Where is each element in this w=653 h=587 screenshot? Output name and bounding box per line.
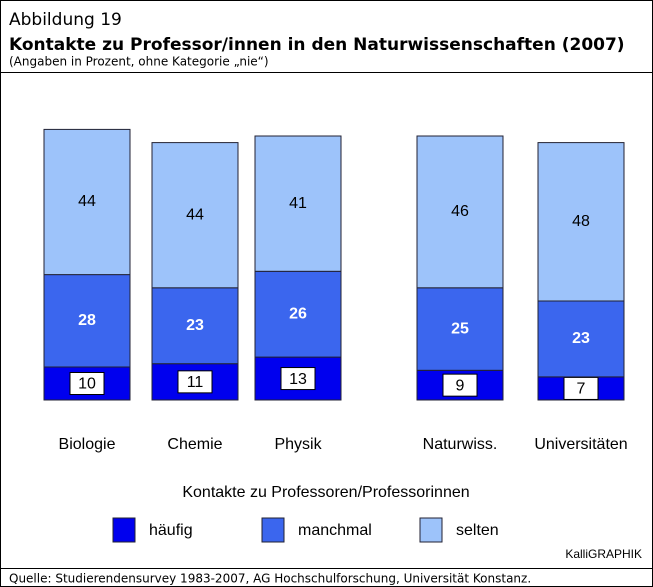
source: Quelle: Studierendensurvey 1983-2007, AG…	[9, 572, 531, 586]
value-label-box	[177, 370, 213, 394]
value-label: 23	[186, 317, 204, 334]
figure-label: Abbildung 19	[9, 10, 122, 30]
bar-segment	[254, 135, 342, 272]
legend-swatch	[419, 517, 443, 543]
x-tick-label: Biologie	[59, 436, 116, 453]
value-label-box	[442, 373, 478, 397]
legend-swatch	[261, 517, 285, 543]
value-label: 44	[186, 206, 204, 223]
legend-swatch	[112, 517, 136, 543]
x-tick-label: Physik	[274, 436, 322, 453]
value-label: 41	[289, 195, 307, 212]
x-tick-label: Chemie	[167, 436, 222, 453]
chart-title: Kontakte zu Professor/innen in den Natur…	[9, 35, 625, 55]
value-label: 10	[78, 376, 96, 393]
value-label: 7	[577, 381, 586, 398]
bar-segment	[43, 128, 131, 276]
bar-segment	[537, 300, 625, 378]
value-label: 13	[289, 371, 307, 388]
bar-segment	[254, 270, 342, 358]
value-label: 23	[572, 330, 590, 347]
legend-label: häufig	[149, 522, 193, 539]
bar-segment	[537, 142, 625, 302]
value-label-box	[280, 367, 316, 391]
value-label: 11	[187, 374, 204, 391]
value-label: 26	[289, 305, 307, 322]
legend-title: Kontakte zu Professoren/Professorinnen	[182, 484, 469, 501]
x-tick-label: Universitäten	[534, 436, 627, 453]
bar-segment	[151, 142, 239, 289]
value-label: 46	[451, 203, 469, 220]
bar-segment	[416, 287, 504, 371]
value-label: 28	[78, 312, 96, 329]
credit: KalliGRAPHIK	[565, 547, 642, 561]
value-label-box	[69, 372, 105, 395]
x-tick-label: Naturwiss.	[423, 436, 498, 453]
bar-segment	[416, 135, 504, 289]
chart-subtitle: (Angaben in Prozent, ohne Kategorie „nie…	[9, 55, 269, 69]
value-label-box	[563, 376, 599, 400]
legend-label: manchmal	[298, 522, 372, 539]
value-label: 44	[78, 193, 96, 210]
legend-label: selten	[456, 522, 499, 539]
value-label: 25	[451, 320, 469, 337]
value-label: 48	[572, 213, 590, 230]
value-label: 9	[456, 377, 465, 394]
